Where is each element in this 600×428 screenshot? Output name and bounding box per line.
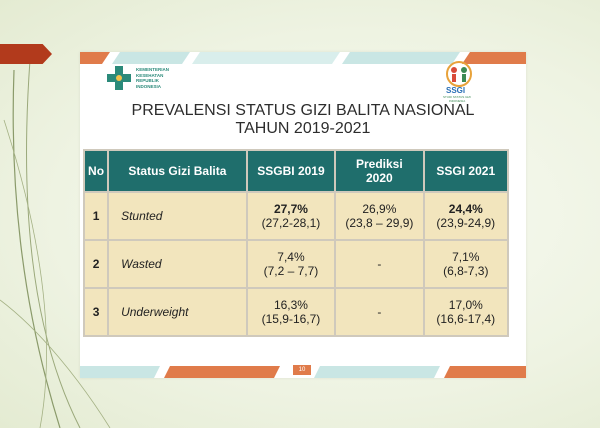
row-ssgi: 17,0% (16,6-17,4) [424, 289, 507, 335]
title-line-1: PREVALENSI STATUS GIZI BALITA NASIONAL [131, 102, 475, 119]
kemenkes-logo-icon [107, 66, 131, 90]
table-row: 3 Underweight 16,3% (15,9-16,7) - 17,0% … [85, 289, 507, 335]
table-row: 1 Stunted 27,7% (27,2-28,1) 26,9% (23,8 … [85, 193, 507, 239]
red-tab-marker [0, 44, 52, 64]
table-row: 2 Wasted 7,4% (7,2 – 7,7) - 7,1% (6,8-7,… [85, 241, 507, 287]
row-ssgi: 7,1% (6,8-7,3) [424, 241, 507, 287]
row-status: Underweight [109, 289, 246, 335]
kemenkes-wordmark: KEMENTERIAN KESEHATAN REPUBLIK INDONESIA [136, 67, 170, 89]
slide-title: PREVALENSI STATUS GIZI BALITA NASIONAL T… [80, 102, 526, 138]
header-no: No [85, 151, 108, 191]
ssgi-logo-icon [446, 61, 472, 87]
header-ssgbi: SSGBI 2019 [247, 151, 335, 191]
row-prediksi: 26,9% (23,8 – 29,9) [336, 193, 423, 239]
slide: KEMENTERIAN KESEHATAN REPUBLIK INDONESIA… [80, 52, 526, 378]
header-status: Status Gizi Balita [109, 151, 246, 191]
row-ssgbi: 7,4% (7,2 – 7,7) [247, 241, 335, 287]
row-no: 2 [85, 241, 108, 287]
ssgi-subtext: STUDI STATUS GIZI INDONESIA [443, 95, 471, 103]
page-number-badge: 10 [293, 365, 311, 375]
bottom-stripe-decoration [80, 366, 526, 378]
row-prediksi: - [336, 241, 423, 287]
title-line-2: TAHUN 2019-2021 [235, 120, 371, 137]
table-header-row: No Status Gizi Balita SSGBI 2019 Prediks… [85, 151, 507, 191]
row-status: Stunted [109, 193, 246, 239]
row-no: 3 [85, 289, 108, 335]
row-prediksi: - [336, 289, 423, 335]
prevalence-table: No Status Gizi Balita SSGBI 2019 Prediks… [83, 149, 509, 337]
header-prediksi: Prediksi 2020 [336, 151, 423, 191]
ssgi-wordmark: SSGI [446, 86, 466, 95]
row-status: Wasted [109, 241, 246, 287]
top-stripe-decoration [80, 52, 526, 64]
row-ssgbi: 27,7% (27,2-28,1) [247, 193, 335, 239]
row-ssgi: 24,4% (23,9-24,9) [424, 193, 507, 239]
header-ssgi: SSGI 2021 [424, 151, 507, 191]
row-no: 1 [85, 193, 108, 239]
row-ssgbi: 16,3% (15,9-16,7) [247, 289, 335, 335]
